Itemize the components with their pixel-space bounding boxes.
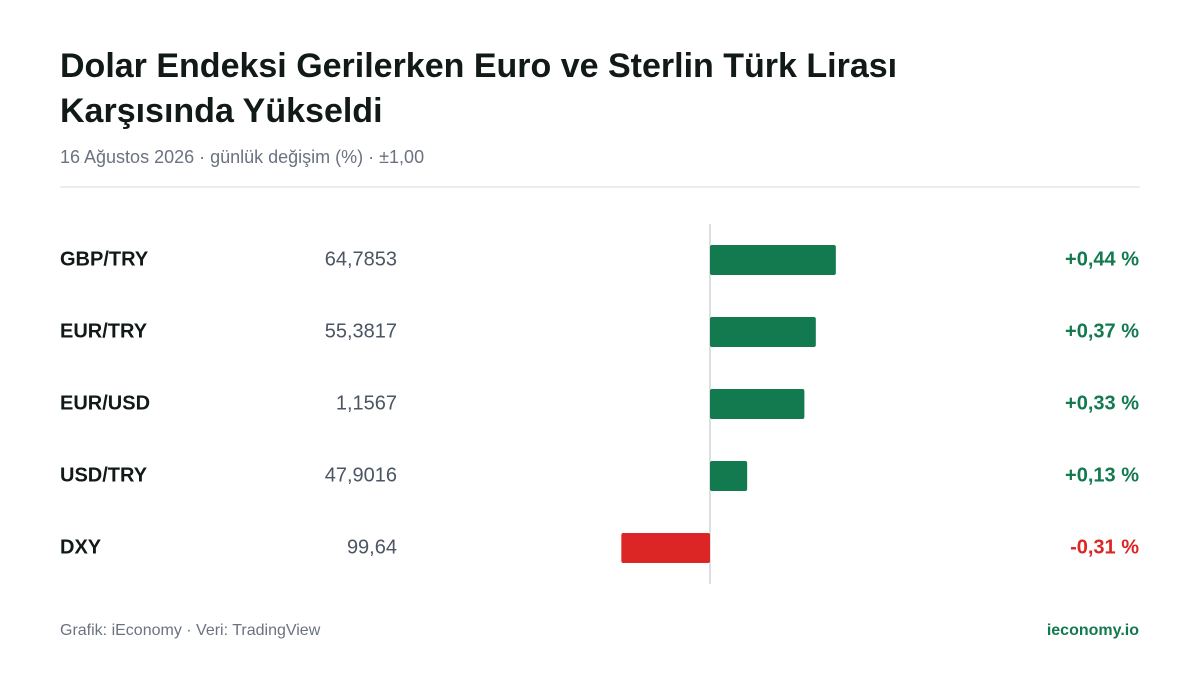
value-label: +0,37 % xyxy=(1065,320,1139,342)
source: Grafik: iEconomy · Veri: TradingView xyxy=(60,622,321,639)
category-label: DXY xyxy=(60,536,102,558)
chart-title: Dolar Endeksi Gerilerken Euro ve Sterlin… xyxy=(60,47,897,85)
bar xyxy=(710,317,816,347)
value-label: +0,33 % xyxy=(1065,392,1139,414)
chart-title: Karşısında Yükseldi xyxy=(60,92,383,130)
bar xyxy=(710,461,748,491)
brand: ieconomy.io xyxy=(1047,622,1139,639)
value-label: -0,31 % xyxy=(1070,536,1139,558)
value-label: +0,13 % xyxy=(1065,464,1139,486)
rate-label: 47,9016 xyxy=(325,464,397,486)
category-label: EUR/TRY xyxy=(60,320,148,342)
category-label: EUR/USD xyxy=(60,392,150,414)
category-label: USD/TRY xyxy=(60,464,148,486)
rate-label: 64,7853 xyxy=(325,248,397,270)
rate-label: 55,3817 xyxy=(325,320,397,342)
rate-label: 1,1567 xyxy=(336,392,397,414)
bar xyxy=(710,389,805,419)
value-label: +0,44 % xyxy=(1065,248,1139,270)
bar xyxy=(621,533,710,563)
chart-subtitle: 16 Ağustos 2026 · günlük değişim (%) · ±… xyxy=(60,147,424,167)
category-label: GBP/TRY xyxy=(60,248,149,270)
bar xyxy=(710,245,836,275)
rate-label: 99,64 xyxy=(347,536,397,558)
